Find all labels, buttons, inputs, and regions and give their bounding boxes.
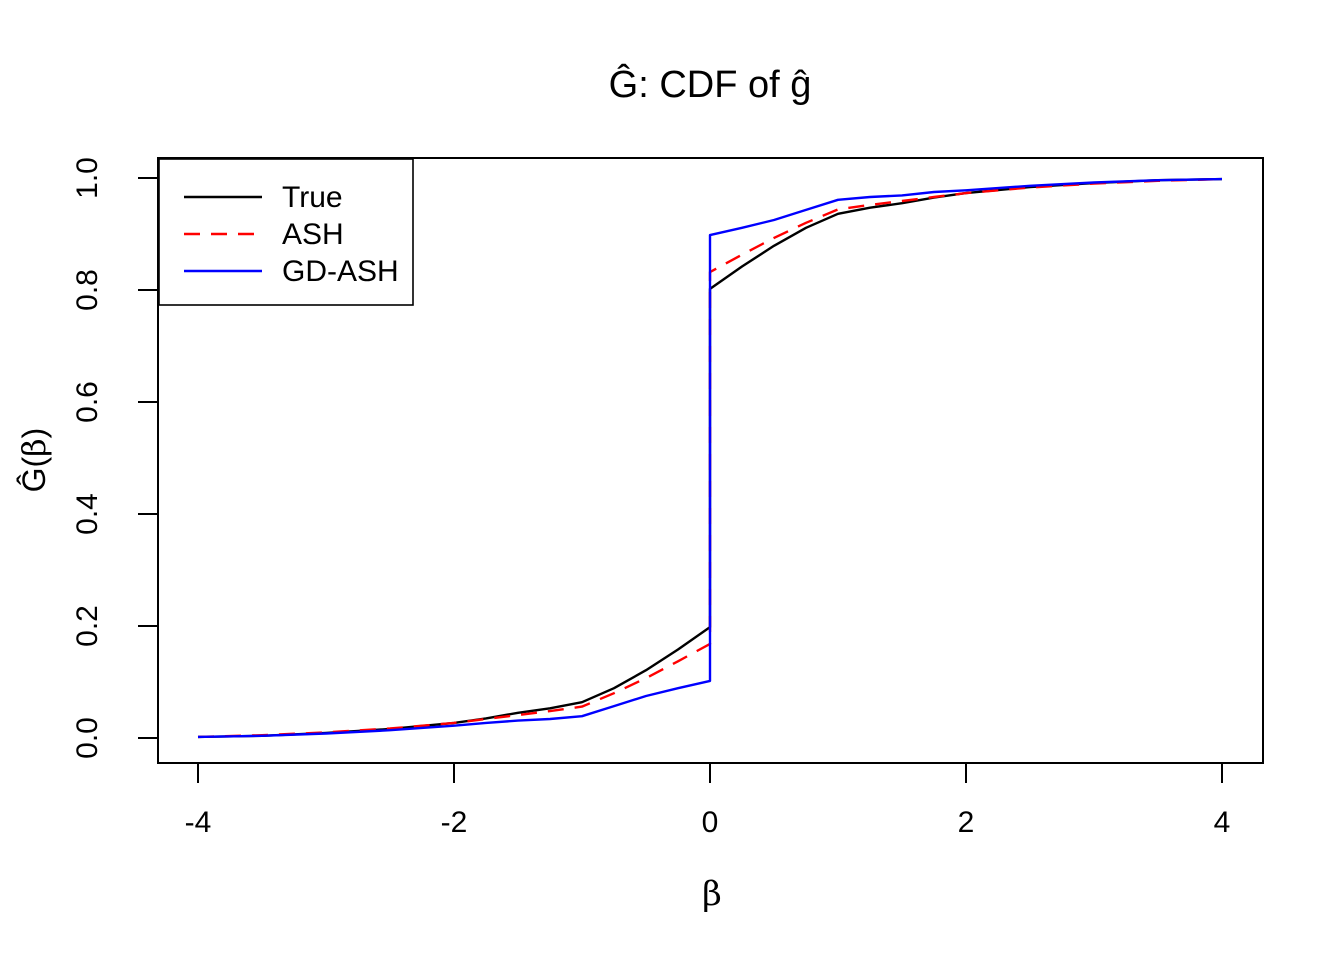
- y-tick-label: 1.0: [71, 157, 104, 199]
- y-axis-label-beta: β: [15, 438, 53, 457]
- y-tick-label: 0.4: [71, 493, 104, 535]
- legend-box: [158, 158, 414, 306]
- x-axis-label: β: [702, 874, 722, 914]
- legend-label-gd-ash: GD-ASH: [282, 255, 399, 288]
- y-axis-label: Ĝ(β): [15, 428, 53, 493]
- y-axis-label-prefix: Ĝ(: [16, 456, 52, 492]
- x-tick-label: -2: [441, 806, 468, 839]
- y-axis-label-suffix: ): [16, 428, 52, 439]
- y-tick-label: 0.8: [71, 269, 104, 311]
- chart-title: Ĝ: CDF of ĝ: [609, 62, 812, 106]
- x-tick-label: 2: [958, 806, 975, 839]
- plot-area: -4 -2 0 2 4 0.0 0.2 0.4 0.6 0.8 1.0 True ASH GD-ASH: [71, 157, 1264, 839]
- x-tick-label: -4: [185, 806, 212, 839]
- x-tick-label: 4: [1214, 806, 1231, 839]
- legend-label-true: True: [282, 181, 343, 214]
- y-tick-label: 0.2: [71, 605, 104, 647]
- legend-label-ash: ASH: [282, 218, 344, 251]
- series-line-gd-ash: [197, 177, 1223, 739]
- y-tick-label: 0.6: [71, 381, 104, 423]
- y-tick-label: 0.0: [71, 717, 104, 759]
- x-tick-label: 0: [702, 806, 719, 839]
